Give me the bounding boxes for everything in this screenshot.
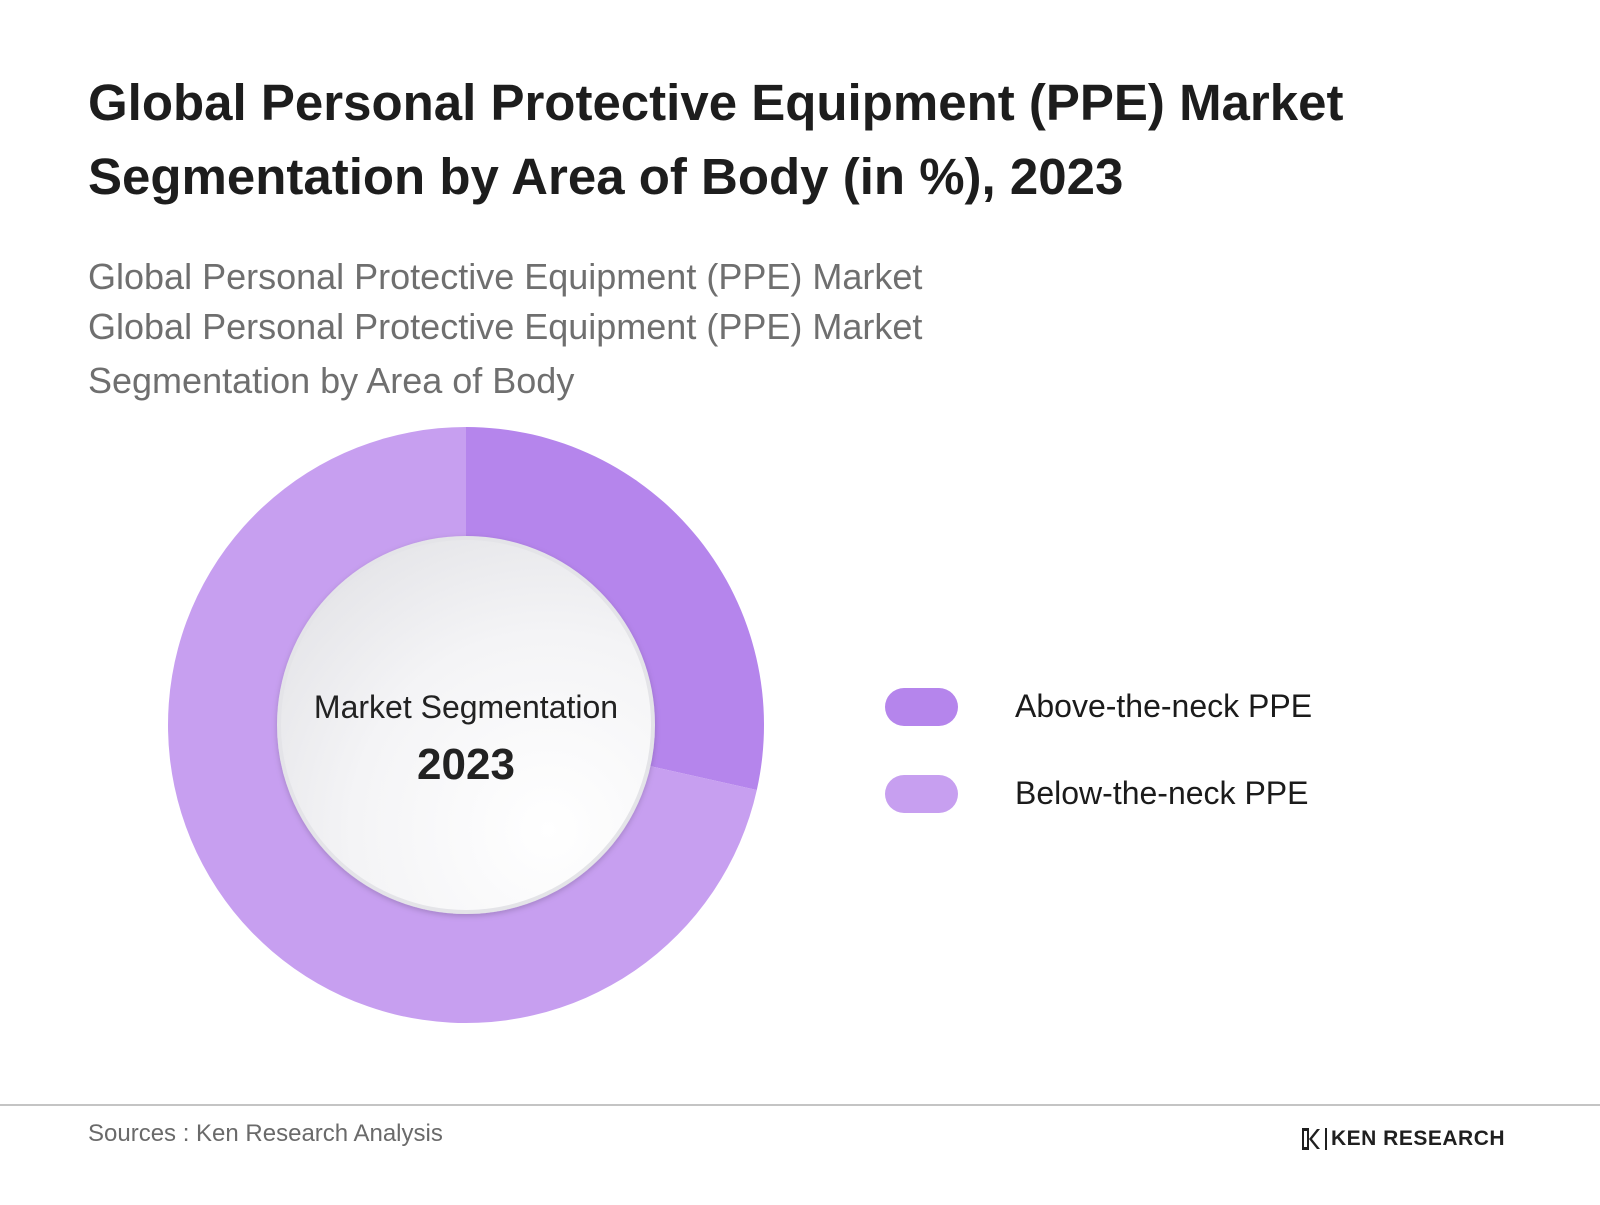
legend-swatch-below-neck [885,775,958,813]
center-label: Market Segmentation [314,689,618,725]
donut-slices [167,427,764,1023]
ken-research-logo: KEN RESEARCH [1300,1124,1505,1154]
ken-research-logo-icon [1302,1128,1320,1150]
source-note: Sources : Ken Research Analysis [88,1120,443,1147]
subtitle-line-1: Global Personal Protective Equipment (PP… [88,256,923,297]
chart-subtitle: Global Personal Protective Equipment (PP… [88,252,1088,406]
logo-text: KEN RESEARCH [1331,1127,1506,1150]
donut-slice-above-neck [466,427,764,791]
chart-title: Global Personal Protective Equipment (PP… [88,74,1344,205]
logo-separator [1325,1128,1327,1150]
donut-slice-below-neck [167,427,757,1023]
donut-center [277,536,655,914]
subtitle-line-3: Segmentation by Area of Body [88,360,575,401]
legend-swatch-above-neck [885,688,958,726]
footer-divider [0,1104,1600,1106]
legend-label-above-neck: Above-the-neck PPE [1015,688,1313,724]
subtitle-line-2: Global Personal Protective Equipment (PP… [88,306,923,347]
center-value: 2023 [417,740,515,789]
legend-label-below-neck: Below-the-neck PPE [1015,775,1309,811]
